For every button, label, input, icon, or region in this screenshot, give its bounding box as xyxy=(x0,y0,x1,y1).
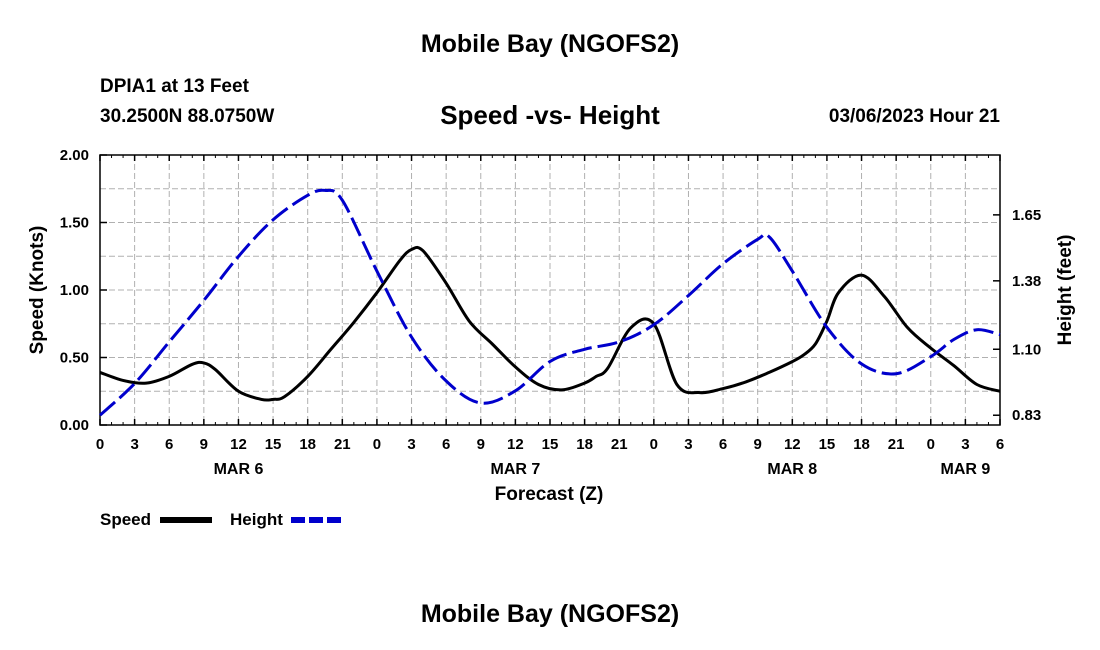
legend: Speed Height xyxy=(100,510,343,529)
x-tick-label: 6 xyxy=(996,436,1004,453)
legend-label-height: Height xyxy=(230,510,283,529)
x-tick-label: 12 xyxy=(784,436,801,453)
x-tick-label: 3 xyxy=(684,436,692,453)
x-tick-label: 0 xyxy=(96,436,104,453)
series-layer xyxy=(98,188,1001,417)
x-tick-label: 0 xyxy=(927,436,935,453)
x-tick-label: 21 xyxy=(888,436,905,453)
x-tick-label: 18 xyxy=(853,436,870,453)
x-tick-label: 3 xyxy=(407,436,415,453)
y2-tick-label: 1.10 xyxy=(1012,341,1041,358)
x-tick-label: 3 xyxy=(961,436,969,453)
speed-height-chart: 0 3 6 9 12 15 18 21 0 3 6 9 12 15 18 21 0 3 6 9 12 15 18 21 0 3 6M… xyxy=(27,147,1076,529)
x-tick-label: 15 xyxy=(265,436,282,453)
x-tick-label: 18 xyxy=(299,436,316,453)
y-axis-label: Speed (Knots) xyxy=(27,226,48,355)
legend-label-speed: Speed xyxy=(100,510,151,529)
x-tick-label: 9 xyxy=(200,436,208,453)
station-label: DPIA1 at 13 Feet xyxy=(100,76,249,97)
axes-layer xyxy=(99,154,1001,426)
x-tick-label: 15 xyxy=(542,436,559,453)
x-date-label: MAR 8 xyxy=(767,461,817,478)
y2-tick-label: 1.65 xyxy=(1012,207,1041,224)
y-tick-label: 0.50 xyxy=(60,350,89,367)
x-tick-label: 12 xyxy=(507,436,524,453)
x-tick-label: 6 xyxy=(165,436,173,453)
y2-tick-label: 0.83 xyxy=(1012,407,1041,424)
x-tick-label: 9 xyxy=(754,436,762,453)
x-tick-label: 6 xyxy=(719,436,727,453)
x-tick-label: 21 xyxy=(334,436,351,453)
x-tick-label: 0 xyxy=(373,436,381,453)
x-tick-label: 21 xyxy=(611,436,628,453)
y2-tick-label: 1.38 xyxy=(1012,273,1041,290)
series-line-height xyxy=(98,188,1001,417)
x-date-label: MAR 9 xyxy=(940,461,990,478)
grid-layer xyxy=(100,155,1000,425)
x-date-label: MAR 7 xyxy=(490,461,540,478)
plot-frame xyxy=(99,154,1001,426)
station-coordinates: 30.2500N 88.0750W xyxy=(100,106,275,127)
x-tick-label: 0 xyxy=(650,436,658,453)
y-tick-label: 2.00 xyxy=(60,147,89,164)
page-title: Mobile Bay (NGOFS2) xyxy=(420,30,680,58)
x-tick-label: 18 xyxy=(576,436,593,453)
series-line-speed xyxy=(99,245,1001,402)
x-tick-label: 9 xyxy=(477,436,485,453)
x-tick-label: 6 xyxy=(442,436,450,453)
labels-layer: 0 3 6 9 12 15 18 21 0 3 6 9 12 15 18 21 0 3 6 9 12 15 18 21 0 3 6M… xyxy=(60,147,1041,478)
forecast-datetime: 03/06/2023 Hour 21 xyxy=(828,106,1000,127)
chart-title: Speed -vs- Height xyxy=(440,100,660,130)
x-tick-label: 12 xyxy=(230,436,247,453)
y-tick-label: 0.00 xyxy=(60,417,89,434)
y-tick-label: 1.00 xyxy=(60,282,89,299)
x-date-label: MAR 6 xyxy=(214,461,264,478)
y2-axis-label: Height (feet) xyxy=(1055,235,1076,346)
footer-title: Mobile Bay (NGOFS2) xyxy=(420,600,680,628)
x-tick-label: 15 xyxy=(819,436,836,453)
x-tick-label: 3 xyxy=(130,436,138,453)
y-tick-label: 1.50 xyxy=(60,215,89,232)
x-axis-label: Forecast (Z) xyxy=(495,484,604,505)
